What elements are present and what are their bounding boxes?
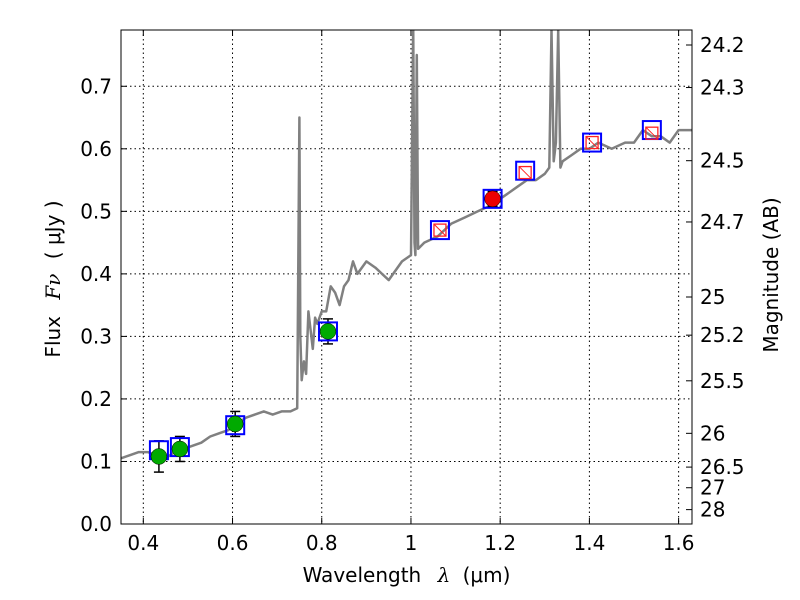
spectrum-line (121, 30, 692, 460)
model-photometry-square (429, 220, 450, 241)
y-tick-label: 0.1 (80, 449, 112, 473)
observed-limit-diagonal (433, 223, 447, 237)
observed-photometry-point (484, 190, 501, 208)
y2-tick-label: 26 (700, 421, 725, 445)
x-tick-label: 0.6 (217, 531, 249, 555)
observed-limit-square (645, 126, 659, 140)
x-label-unit: (μm) (463, 563, 511, 587)
x-label-text: Wavelength (303, 563, 422, 587)
y-tick-labels: 0.0 0.1 0.2 0.3 0.4 0.5 0.6 0.7 (80, 74, 112, 536)
y2-tick-label: 25.5 (700, 369, 745, 393)
y-tick-label: 0.6 (80, 137, 112, 161)
x-label-symbol: λ (437, 563, 451, 587)
y-label-text: Flux (41, 316, 65, 358)
model-photometry-square (582, 132, 603, 153)
plot-frame (120, 29, 693, 525)
y2-tick-label: 26.5 (700, 455, 745, 479)
y2-tick-label: 25.2 (700, 323, 745, 347)
y-tick-label: 0.7 (80, 74, 112, 98)
observed-photometry-point (319, 323, 337, 340)
y-label-symbol: Fν (41, 274, 65, 301)
y-axis-label: Flux Fν ( μJy ) (41, 200, 65, 357)
x-tick-labels: 0.4 0.6 0.8 1 1.2 1.4 1.6 (127, 531, 694, 555)
observed-photometry-layer (150, 190, 501, 465)
y-tick-label: 0.3 (80, 324, 112, 348)
y-tick-label: 0.5 (80, 199, 112, 223)
observed-photometry-point (150, 448, 168, 465)
x-tick-label: 1.2 (484, 531, 516, 555)
model-photometry-layer (148, 120, 662, 461)
y-tick-label: 0.4 (80, 262, 112, 286)
model-photometry-square (482, 188, 503, 209)
observed-limit-square (585, 135, 599, 150)
observed-limit-layer (433, 126, 659, 237)
x-tick-label: 1.6 (663, 531, 695, 555)
y2-tick-label: 24.3 (700, 76, 745, 100)
model-photometry-square (515, 160, 536, 181)
grid (121, 30, 692, 524)
observed-photometry-point (226, 415, 244, 433)
spectrum-layer (121, 30, 692, 460)
observed-limit-square (518, 165, 532, 180)
observed-limit-diagonal (645, 126, 659, 140)
observed-limit-diagonal (518, 166, 532, 179)
y-label-unit: ( μJy ) (41, 200, 65, 259)
y2-tick-label: 25 (700, 285, 725, 309)
y2-tick-label: 24.5 (700, 149, 745, 173)
y2-tick-label: 24.2 (700, 33, 745, 57)
x-tick-label: 1.4 (573, 531, 605, 555)
y2-tick-label: 27 (700, 476, 725, 500)
y-tick-label: 0.0 (80, 512, 112, 536)
observed-limit-square (433, 223, 447, 237)
x-tick-label: 0.8 (306, 531, 338, 555)
x-tick-label: 1 (405, 531, 418, 555)
model-photometry-square (317, 321, 338, 342)
y2-tick-label: 24.7 (700, 210, 745, 234)
x-tick-label: 0.4 (127, 531, 159, 555)
ticks (121, 30, 692, 525)
observed-limit-diagonal (585, 136, 599, 149)
x-axis-label: Wavelength λ (μm) (303, 563, 511, 587)
y2-tick-label: 28 (700, 498, 725, 522)
y-tick-label: 0.2 (80, 387, 112, 411)
y2-axis-label: Magnitude (AB) (759, 197, 783, 352)
observed-photometry-point (171, 440, 189, 458)
